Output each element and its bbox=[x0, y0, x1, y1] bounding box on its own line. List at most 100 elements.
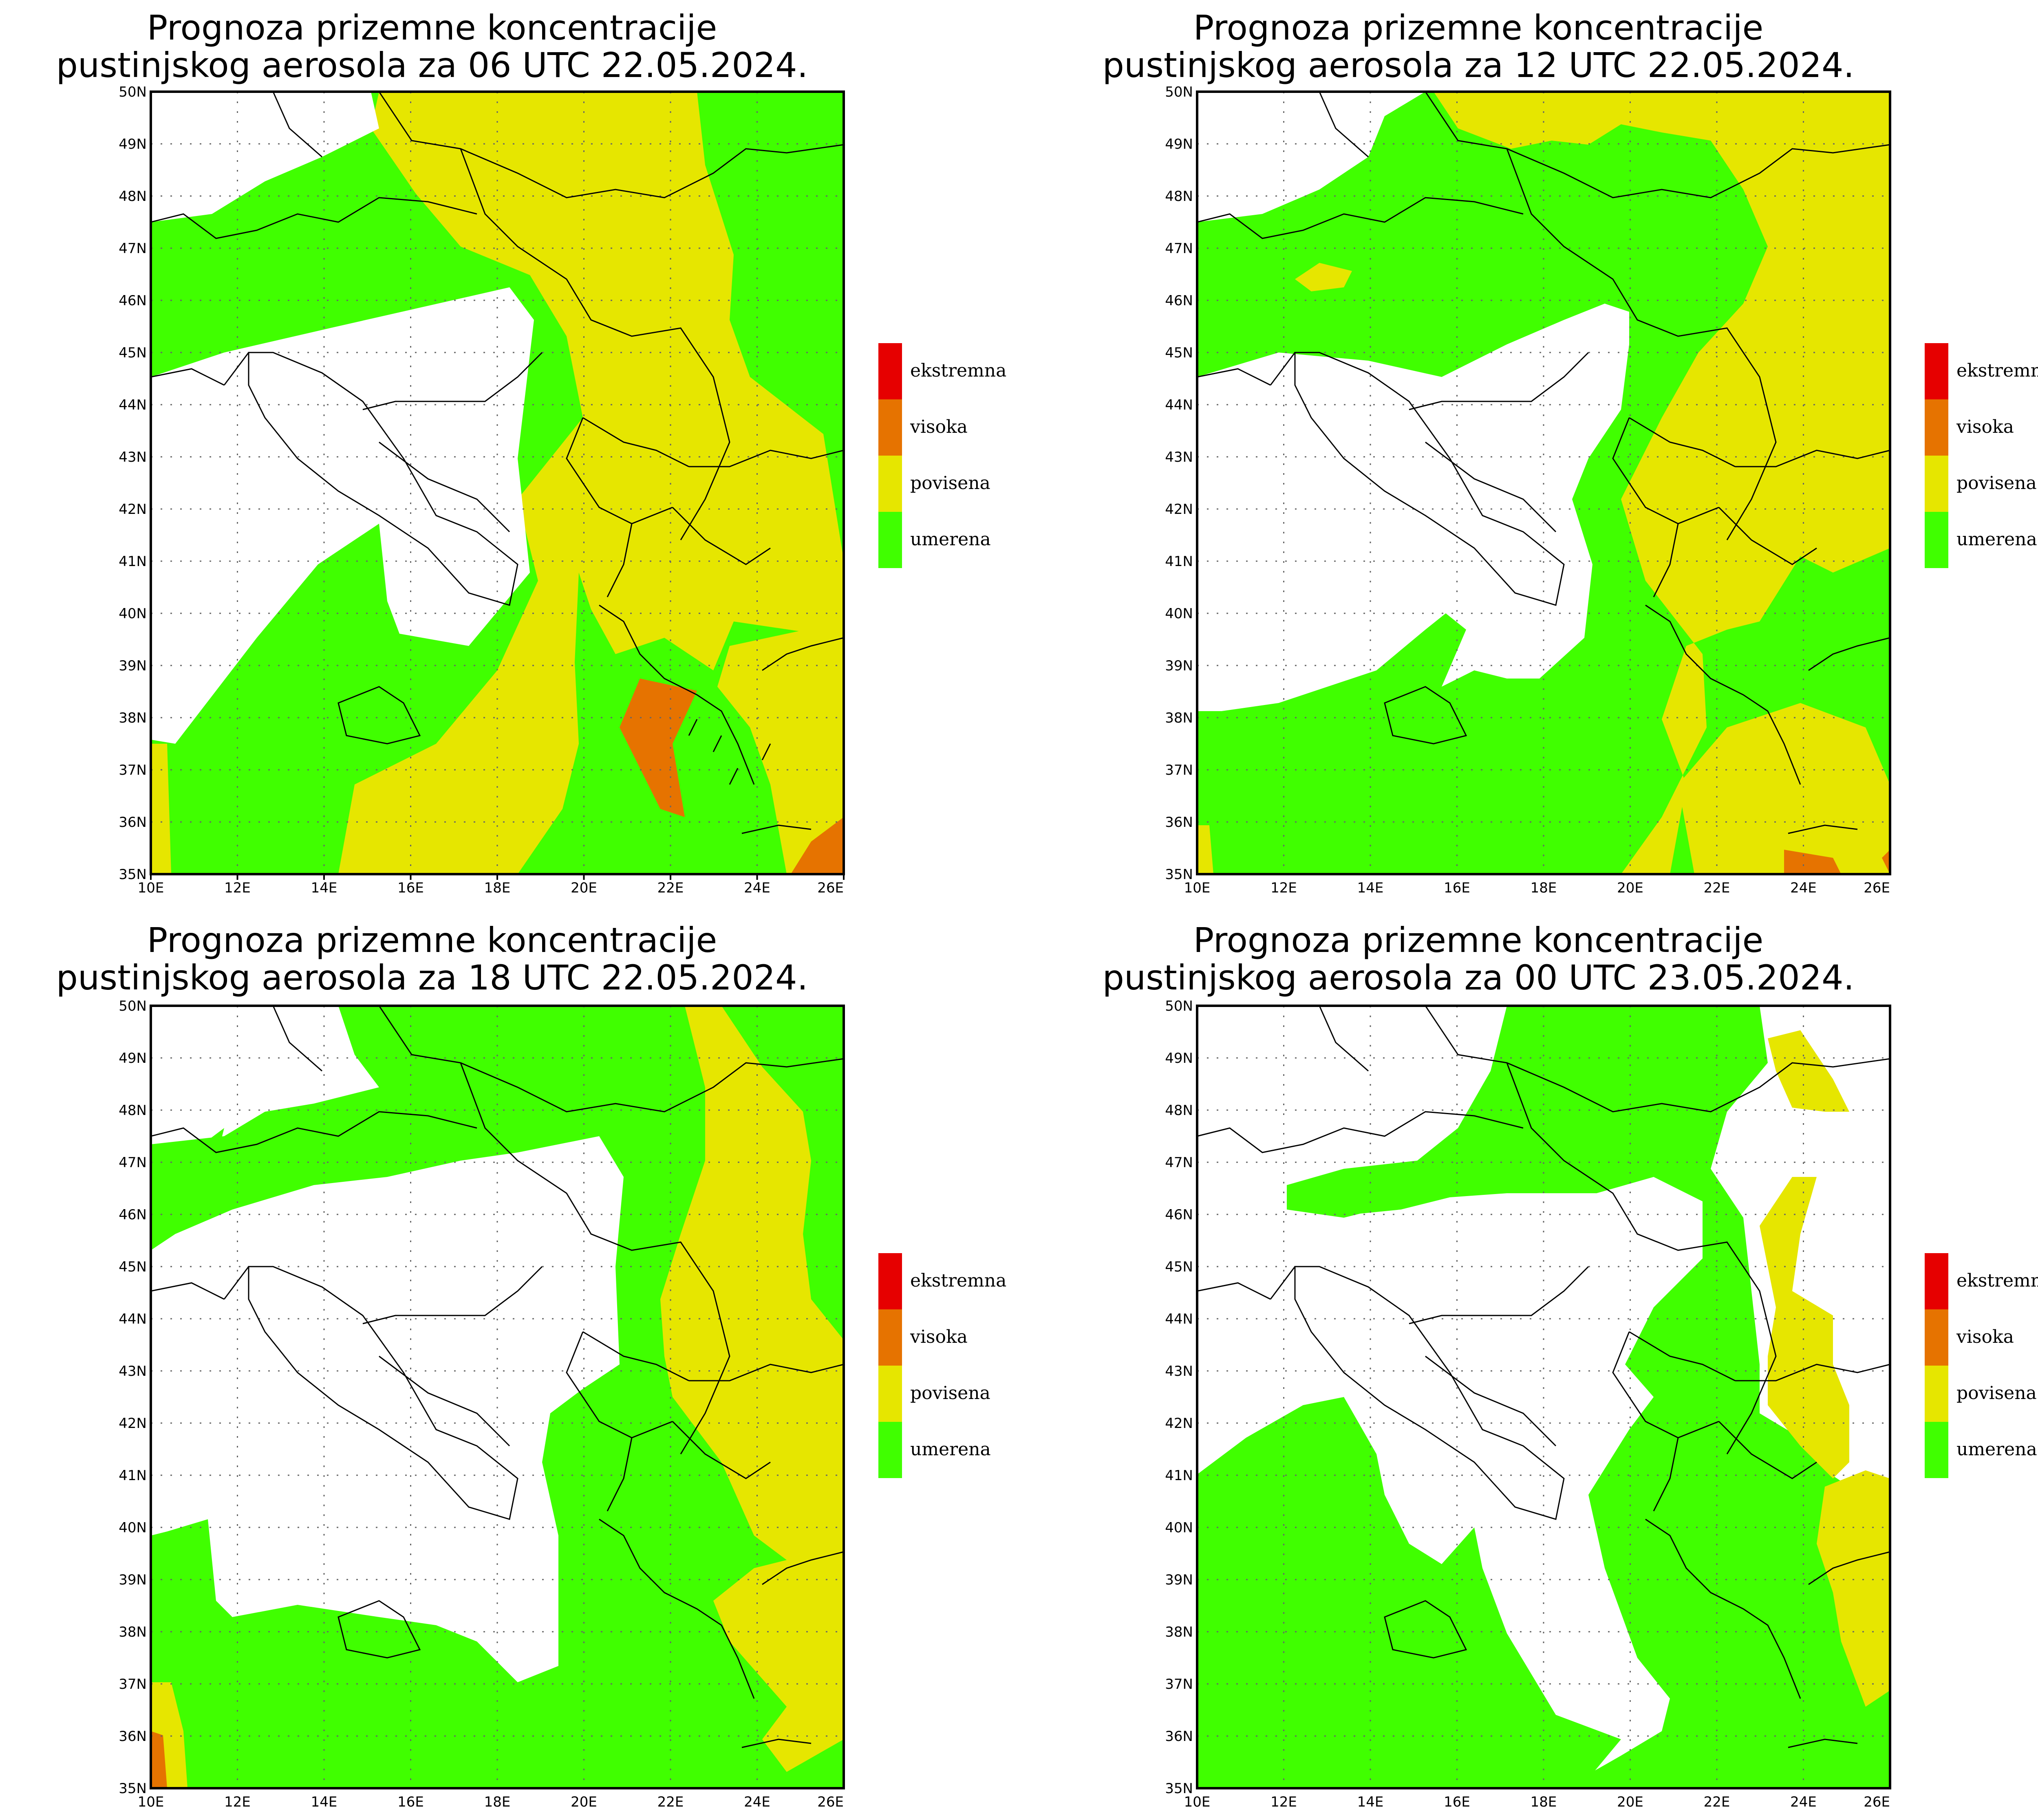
map-panel-12utc: Prognoza prizemne koncentracije pustinjs… bbox=[1046, 0, 2038, 910]
map-panel-00utc: Prognoza prizemne koncentracije pustinjs… bbox=[1046, 910, 2038, 1820]
legend-swatch-high bbox=[878, 399, 902, 456]
legend-label: povisena bbox=[1956, 1383, 2037, 1404]
map-panel-18utc: Prognoza prizemne koncentracije pustinjs… bbox=[0, 910, 1046, 1820]
lon-label: 16E bbox=[397, 880, 424, 896]
lat-label: 43N bbox=[1165, 1363, 1193, 1379]
lon-label: 16E bbox=[1444, 1794, 1470, 1810]
lon-label: 14E bbox=[1357, 1794, 1384, 1810]
lat-label: 35N bbox=[119, 1780, 147, 1797]
lon-label: 12E bbox=[224, 1794, 251, 1810]
lat-label: 39N bbox=[1165, 658, 1193, 674]
lat-label: 39N bbox=[119, 1572, 147, 1588]
lon-axis-labels: 10E 12E 14E 16E 18E 20E 22E 24E 26E bbox=[138, 880, 844, 896]
forecast-map: 10E 12E 14E 16E 18E 20E 22E 24E 26E 35N 36N 37N 38N… bbox=[119, 998, 845, 1810]
lat-label: 38N bbox=[119, 710, 147, 726]
legend-swatch-extreme bbox=[1925, 343, 1948, 399]
panel-title-line1: Prognoza prizemne koncentracije bbox=[147, 920, 717, 960]
lat-label: 36N bbox=[119, 814, 147, 831]
lon-label: 14E bbox=[1357, 880, 1384, 896]
lon-label: 10E bbox=[1184, 1794, 1211, 1810]
panel-title-line2: pustinjskog aerosola za 12 UTC 22.05.202… bbox=[1102, 45, 1855, 85]
lat-label: 43N bbox=[119, 1363, 147, 1379]
lat-label: 50N bbox=[119, 84, 147, 100]
lat-label: 40N bbox=[119, 1520, 147, 1536]
lat-label: 37N bbox=[1165, 762, 1193, 778]
legend-swatch-high bbox=[1925, 399, 1948, 456]
panel-title-line1: Prognoza prizemne koncentracije bbox=[1193, 920, 1764, 960]
lat-label: 49N bbox=[1165, 1050, 1193, 1066]
lat-label: 42N bbox=[1165, 1415, 1193, 1432]
lat-label: 44N bbox=[1165, 1311, 1193, 1327]
legend-swatch-elevated bbox=[1925, 456, 1948, 512]
lon-label: 12E bbox=[1270, 1794, 1297, 1810]
lon-label: 10E bbox=[1184, 880, 1211, 896]
legend: ekstremna visoka povisena umerena bbox=[878, 343, 1041, 568]
lat-label: 45N bbox=[119, 345, 147, 361]
legend-label: visoka bbox=[910, 1326, 968, 1347]
lon-label: 26E bbox=[1864, 880, 1890, 896]
lon-label: 12E bbox=[1270, 880, 1297, 896]
forecast-map: 10E 12E 14E 16E 18E 20E 22E 24E 26E 35N 36N 37N 38N… bbox=[1165, 998, 1891, 1810]
lat-label: 40N bbox=[119, 606, 147, 622]
coastline bbox=[150, 91, 844, 834]
lat-label: 37N bbox=[119, 762, 147, 778]
lat-axis-labels: 35N 36N 37N 38N 39N 40N 41N 42N 43N 44N 45N 46N 47N 4… bbox=[119, 84, 147, 883]
lat-label: 41N bbox=[1165, 1467, 1193, 1484]
legend-label: umerena bbox=[1956, 529, 2037, 550]
lat-label: 45N bbox=[119, 1259, 147, 1275]
panel-title-line2: pustinjskog aerosola za 00 UTC 23.05.202… bbox=[1102, 958, 1855, 998]
lon-label: 18E bbox=[1531, 1794, 1557, 1810]
legend-label: povisena bbox=[1956, 473, 2037, 494]
legend-label: ekstremna bbox=[910, 360, 1007, 381]
lat-label: 47N bbox=[1165, 240, 1193, 257]
lat-label: 49N bbox=[119, 1050, 147, 1066]
legend-label: visoka bbox=[1956, 416, 2014, 437]
map-frame bbox=[1196, 1005, 1891, 1789]
lat-label: 47N bbox=[1165, 1155, 1193, 1171]
elevated-area bbox=[338, 92, 844, 874]
lat-axis-labels: 35N 36N 37N 38N 39N 40N 41N 42N 43N 44N 45N 46N 47N 4… bbox=[119, 998, 147, 1797]
lon-label: 22E bbox=[1704, 880, 1730, 896]
lon-label: 26E bbox=[817, 1794, 844, 1810]
lat-label: 47N bbox=[119, 1155, 147, 1171]
lat-label: 46N bbox=[1165, 1207, 1193, 1223]
lat-label: 44N bbox=[119, 1311, 147, 1327]
lat-label: 46N bbox=[1165, 293, 1193, 309]
legend-swatch-elevated bbox=[878, 1366, 902, 1422]
lat-label: 41N bbox=[119, 1467, 147, 1484]
lat-label: 44N bbox=[119, 397, 147, 413]
forecast-map: 10E 12E 14E 16E 18E 20E 22E 24E 26E 35N 36N 37N 38N… bbox=[1165, 84, 1891, 896]
lat-label: 35N bbox=[1165, 866, 1193, 883]
lat-label: 48N bbox=[1165, 1102, 1193, 1119]
moderate-area bbox=[1287, 1006, 1890, 1788]
lon-label: 26E bbox=[1864, 1794, 1890, 1810]
lon-label: 24E bbox=[744, 880, 770, 896]
lat-label: 42N bbox=[1165, 501, 1193, 518]
high-area bbox=[151, 1731, 167, 1788]
lon-label: 20E bbox=[1617, 1794, 1643, 1810]
legend-swatch-high bbox=[1925, 1309, 1948, 1366]
legend-swatch-elevated bbox=[1925, 1366, 1948, 1422]
map-frame bbox=[1196, 90, 1891, 875]
lon-label: 20E bbox=[571, 880, 597, 896]
lat-label: 42N bbox=[119, 501, 147, 518]
coastline bbox=[1197, 1005, 1890, 1748]
lat-label: 46N bbox=[119, 1207, 147, 1223]
legend-label: povisena bbox=[910, 473, 990, 494]
legend-swatch-extreme bbox=[878, 1253, 902, 1309]
lon-label: 18E bbox=[1531, 880, 1557, 896]
high-area bbox=[1784, 850, 1841, 874]
legend-label: umerena bbox=[910, 529, 991, 550]
lat-label: 49N bbox=[1165, 136, 1193, 152]
lon-label: 18E bbox=[484, 880, 511, 896]
legend: ekstremna visoka povisena umerena bbox=[1925, 1253, 2038, 1478]
map-frame bbox=[150, 1005, 845, 1789]
high-area bbox=[620, 679, 697, 817]
lon-label: 12E bbox=[224, 880, 251, 896]
legend-swatch-high bbox=[878, 1309, 902, 1366]
lat-label: 36N bbox=[119, 1728, 147, 1745]
lat-label: 39N bbox=[1165, 1572, 1193, 1588]
lon-label: 14E bbox=[311, 1794, 337, 1810]
legend-label: umerena bbox=[1956, 1439, 2037, 1460]
lat-label: 45N bbox=[1165, 1259, 1193, 1275]
